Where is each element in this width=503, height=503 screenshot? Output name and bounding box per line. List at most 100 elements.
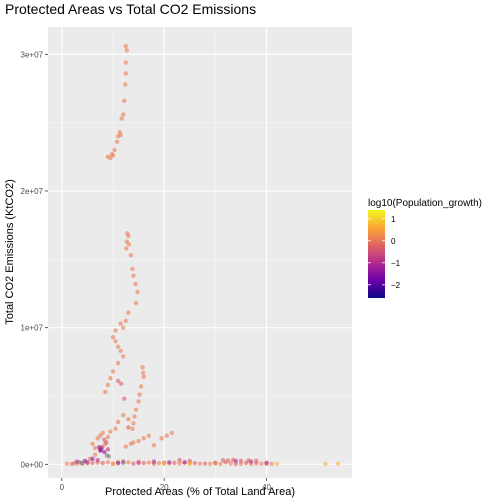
data-point	[130, 426, 135, 431]
data-point	[167, 460, 172, 465]
data-point	[123, 60, 128, 65]
legend-ticks: 1 0 −1 −2	[368, 215, 401, 290]
data-point	[177, 461, 182, 466]
x-tick-label: 0	[60, 483, 65, 492]
data-point	[126, 460, 131, 465]
data-point	[121, 412, 126, 418]
data-point	[121, 112, 126, 117]
data-point	[115, 378, 121, 384]
data-point	[146, 433, 152, 438]
data-point	[136, 460, 141, 466]
data-point	[141, 460, 146, 466]
data-point	[259, 461, 264, 466]
data-point	[156, 461, 162, 466]
data-point	[118, 321, 123, 326]
data-point	[218, 461, 223, 467]
legend-title: log10(Population_growth)	[368, 198, 482, 209]
data-point	[225, 458, 231, 463]
data-point	[140, 370, 146, 375]
data-point	[233, 458, 239, 464]
x-axis-title: Protected Areas (% of Total Land Area)	[105, 486, 295, 498]
data-point	[100, 430, 105, 436]
data-point	[115, 461, 121, 466]
data-point	[122, 396, 127, 401]
data-point	[172, 460, 177, 466]
data-point	[133, 281, 138, 287]
data-point	[126, 310, 131, 315]
legend-tick-label: −2	[391, 281, 401, 290]
y-tick-label: 0e+00	[21, 460, 44, 469]
data-point	[103, 389, 108, 395]
data-point-na	[80, 460, 85, 466]
legend: log10(Population_growth) 1 0 −1 −2	[368, 198, 482, 298]
data-point	[90, 441, 95, 447]
y-tick-label: 3e+07	[21, 50, 44, 59]
data-point	[254, 458, 259, 463]
data-point	[123, 71, 128, 76]
data-point	[95, 458, 100, 463]
data-point	[105, 382, 111, 388]
data-point	[123, 43, 128, 49]
data-point	[133, 300, 139, 306]
data-point	[128, 253, 134, 258]
data-point	[248, 459, 254, 464]
data-point	[105, 447, 111, 452]
data-point	[269, 461, 274, 467]
x-axis-ticks: 0 20 40	[60, 478, 272, 492]
data-point	[264, 460, 269, 465]
data-point	[122, 98, 127, 104]
data-point	[105, 434, 111, 440]
data-point	[164, 433, 169, 438]
plot-panel	[48, 27, 352, 478]
data-point	[100, 460, 105, 466]
data-point	[140, 365, 145, 370]
data-point	[220, 458, 226, 463]
legend-tick-label: 0	[391, 237, 396, 246]
legend-tick-label: −1	[391, 259, 401, 268]
data-point	[124, 48, 130, 53]
data-point	[126, 417, 131, 422]
data-point	[113, 426, 118, 431]
data-point	[132, 414, 137, 419]
data-point	[115, 419, 121, 425]
data-point	[92, 452, 98, 457]
data-point	[187, 461, 192, 466]
data-point	[126, 425, 131, 430]
data-point	[141, 436, 146, 441]
data-point	[90, 460, 95, 466]
data-point	[108, 376, 113, 381]
y-axis-ticks: 0e+00 1e+07 2e+07 3e+07	[21, 50, 48, 469]
points-layer	[64, 43, 341, 467]
data-point	[274, 461, 279, 466]
data-point	[118, 381, 124, 386]
data-point	[159, 436, 164, 441]
legend-tick-label: 1	[391, 215, 396, 224]
data-point	[135, 289, 140, 295]
data-point	[136, 399, 141, 404]
data-point	[130, 266, 135, 272]
data-point	[118, 132, 123, 138]
data-point	[123, 82, 128, 87]
data-point	[131, 440, 136, 445]
chart-title: Protected Areas vs Total CO2 Emissions	[5, 1, 256, 17]
data-point	[110, 461, 116, 467]
data-point	[141, 374, 146, 380]
data-point	[110, 335, 116, 340]
data-point	[98, 447, 103, 453]
data-point	[182, 460, 187, 465]
data-point	[113, 328, 118, 333]
data-point	[124, 246, 129, 251]
data-point	[335, 461, 341, 466]
data-point	[123, 444, 128, 449]
data-point	[192, 461, 198, 466]
data-point	[238, 458, 244, 464]
data-point	[69, 461, 75, 467]
data-point	[177, 458, 182, 463]
data-point	[121, 354, 126, 359]
data-point	[119, 116, 124, 121]
data-point	[213, 461, 218, 466]
data-point	[197, 461, 203, 466]
data-point	[110, 153, 116, 158]
data-point	[126, 233, 131, 239]
